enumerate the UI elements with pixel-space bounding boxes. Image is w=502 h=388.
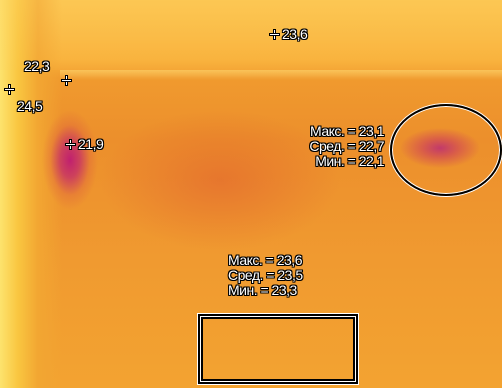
spot-label-left-mid: 24,5 (17, 98, 43, 114)
ellipse-min: Мин. = 22,1 (315, 153, 384, 169)
ellipse-max: Макс. = 23,1 (310, 123, 384, 139)
rectangle-region[interactable] (198, 314, 358, 384)
ellipse-stats: Макс. = 23,1 Сред. = 22,7 Мин. = 22,1 (309, 124, 384, 169)
spot-marker-left-upper (62, 76, 71, 85)
ceiling-band (0, 0, 502, 70)
spot-label-top-center: 23,6 (282, 26, 308, 42)
rect-stats: Макс. = 23,6 Сред. = 23,5 Мин. = 23,3 (228, 253, 303, 298)
spot-marker-top-center (270, 30, 279, 39)
rect-max: Макс. = 23,6 (228, 252, 302, 268)
ellipse-region[interactable] (390, 104, 502, 196)
ellipse-avg: Сред. = 22,7 (309, 138, 384, 154)
spot-label-corner: 21,9 (78, 136, 104, 152)
spot-marker-left-mid (5, 85, 14, 94)
ceiling-ridge (60, 70, 502, 80)
rect-min: Мин. = 23,3 (228, 282, 297, 298)
rect-avg: Сред. = 23,5 (228, 267, 303, 283)
spot-marker-corner (66, 140, 75, 149)
spot-label-left-upper: 22,3 (24, 58, 50, 74)
